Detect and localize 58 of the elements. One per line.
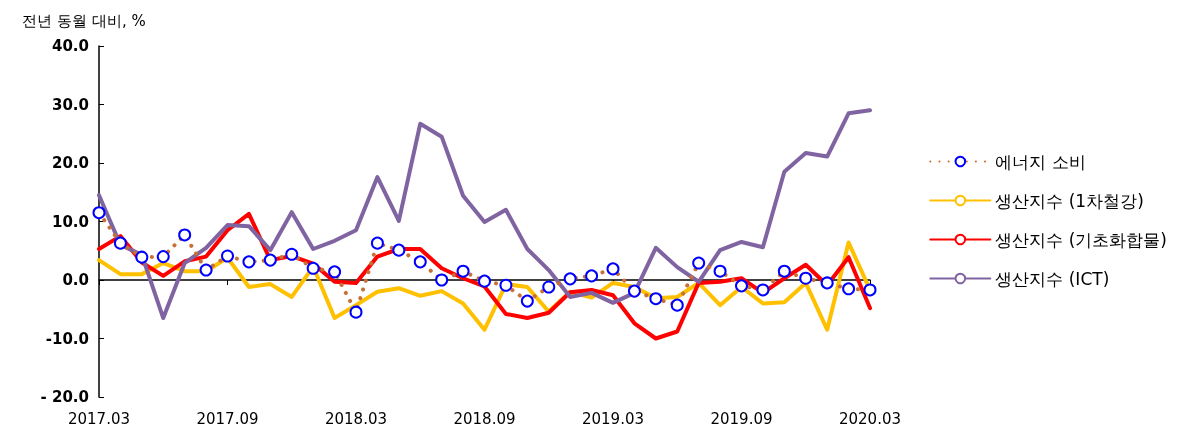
point (842, 282, 856, 296)
y-tick-label: 0.0 (62, 271, 89, 289)
y-tick-label: -10.0 (45, 329, 89, 348)
x-tick-label: 2017.03 (67, 409, 131, 428)
y-tick-label: 20.0 (51, 154, 89, 172)
point (306, 261, 320, 275)
y-tick-label: 30.0 (51, 95, 89, 114)
point (285, 247, 299, 261)
point (627, 284, 641, 298)
x-tick-label: 2020.03 (838, 409, 902, 428)
point (585, 269, 599, 283)
point (649, 292, 663, 306)
y-tick-label: 40.0 (51, 37, 89, 55)
point (199, 263, 213, 277)
point (242, 255, 256, 269)
point (863, 283, 877, 297)
y-tick-label: 10.0 (51, 212, 89, 231)
point (756, 283, 770, 297)
x-tick-label: 2019.03 (581, 409, 645, 428)
y-tick-label: - 20.0 (40, 388, 89, 406)
legend-label: 생산지수 (1차철강) (995, 190, 1144, 211)
point (456, 264, 470, 278)
legend-label: 생산지수 (ICT) (995, 268, 1110, 289)
legend-label: 에너지 소비 (995, 151, 1086, 172)
point (563, 272, 577, 286)
point (735, 279, 748, 293)
x-tick-label: 2019.09 (710, 409, 773, 428)
x-tick-label: 2018.03 (324, 409, 388, 428)
point (113, 236, 127, 250)
point (520, 294, 534, 308)
point (820, 276, 834, 290)
point (413, 255, 427, 269)
legend-label: 생산지수 (기초화합물) (995, 229, 1167, 250)
point (692, 256, 706, 270)
line-series (97, 211, 872, 341)
point (92, 206, 106, 220)
point (435, 273, 449, 287)
y-axis-title: 전년 동월 대비, % (22, 11, 146, 30)
point (499, 278, 513, 292)
point (263, 253, 277, 267)
point (542, 280, 556, 294)
point (370, 236, 384, 250)
point (670, 298, 684, 312)
point (328, 265, 342, 279)
point (156, 250, 170, 264)
x-tick-label: 2018.09 (453, 409, 516, 428)
point (392, 243, 406, 257)
point (221, 249, 234, 263)
point (178, 228, 192, 242)
x-tick-label: 2017.09 (196, 409, 259, 428)
point (799, 271, 813, 285)
point (606, 262, 620, 276)
point (713, 264, 727, 278)
point (777, 264, 791, 278)
point (349, 305, 363, 319)
point (135, 250, 149, 264)
point (478, 274, 491, 288)
line-series (97, 108, 872, 321)
